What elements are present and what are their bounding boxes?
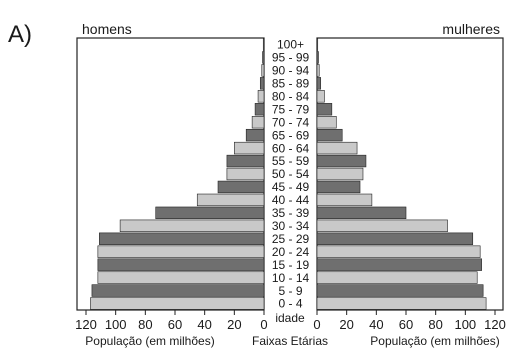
age-group-label: 35 - 39 [272,206,310,220]
age-group-label: 85 - 89 [272,77,310,91]
bar-women-35-39 [316,206,407,220]
x-tick-label-right: 80 [428,317,442,332]
bar-men-15-19 [97,258,265,271]
x-axis-label-right: População (em milhões) [370,334,499,348]
x-tick-label-right: 40 [369,317,383,332]
bar-women-50-54 [316,167,364,181]
age-group-label: 10 - 14 [272,271,310,285]
bar-women-70-74 [316,116,337,129]
bar-women-75-79 [316,103,333,116]
age-group-label: 45 - 49 [272,180,310,194]
bar-men-55-59 [226,154,265,168]
age-group-label: 30 - 34 [272,219,310,233]
age-group-label: 75 - 79 [272,102,310,116]
bar-women-95-99 [316,51,319,64]
bar-women-40-44 [316,193,373,207]
age-group-label: 0 - 4 [278,297,302,311]
bar-men-10-14 [97,271,265,284]
age-group-label: 100+ [277,38,304,52]
x-axis-label-left: População (em milhões) [85,334,214,348]
bar-men-80-84 [257,90,265,103]
x-ticks-left: 120 100 80 60 40 20 0 [75,310,268,332]
x-tick-label-right: 0 [313,317,320,332]
x-tick-label-left: 40 [197,317,211,332]
bar-men-0-4 [90,297,265,310]
bar-women-85-89 [316,77,322,90]
bar-men-20-24 [97,245,265,258]
bar-women-10-14 [316,271,478,284]
bar-women-0-4 [316,297,487,310]
age-group-label: 5 - 9 [278,284,302,298]
right-title: mulheres [442,21,500,37]
bar-women-90-94 [316,64,320,77]
bar-women-60-64 [316,141,358,155]
x-ticks-right: 0 20 40 60 80 100 120 [313,310,506,332]
bar-men-5-9 [91,284,265,297]
bar-women-20-24 [316,245,481,258]
figure-label: A) [8,21,32,48]
bars-men [90,38,265,310]
bar-men-25-29 [99,232,265,245]
age-group-label: 40 - 44 [272,193,310,207]
x-tick-label-left: 60 [168,317,182,332]
bar-women-45-49 [316,180,361,194]
bar-men-50-54 [226,167,265,181]
bars-women [316,38,487,310]
x-tick-label-right: 100 [454,317,476,332]
age-group-label: 20 - 24 [272,245,310,259]
bar-men-85-89 [259,77,265,90]
center-label: Faixas Etárias [252,334,328,348]
x-tick-label-right: 60 [399,317,413,332]
bar-women-30-34 [316,219,448,232]
bar-men-95-99 [262,51,265,64]
x-tick-label-left: 0 [260,317,267,332]
age-group-label: 80 - 84 [272,89,310,103]
age-group-label: 55 - 59 [272,154,310,168]
x-tick-label-left: 20 [227,317,241,332]
bar-men-70-74 [251,116,265,129]
age-group-label: 25 - 29 [272,232,310,246]
x-tick-label-left: 80 [138,317,152,332]
bar-women-15-19 [316,258,482,271]
x-tick-label-right: 120 [484,317,506,332]
x-tick-label-left: 120 [75,317,97,332]
bar-men-40-44 [196,193,265,207]
age-group-label: 65 - 69 [272,128,310,142]
bar-men-100plus [262,38,265,51]
bar-women-100plus [316,38,319,51]
bar-men-30-34 [119,219,265,232]
age-group-label: 70 - 74 [272,115,310,129]
center-axis-word: idade [275,311,305,325]
bar-men-90-94 [261,64,265,77]
age-group-label: 50 - 54 [272,167,310,181]
bar-men-45-49 [217,180,265,194]
age-group-label: 95 - 99 [272,51,310,65]
bar-women-65-69 [316,128,343,142]
age-group-label: 90 - 94 [272,64,310,78]
bar-men-60-64 [234,141,265,155]
bar-women-80-84 [316,90,325,103]
age-group-label: 15 - 19 [272,258,310,272]
bar-men-75-79 [254,103,265,116]
bar-women-5-9 [316,284,484,297]
x-tick-label-left: 100 [105,317,127,332]
left-title: homens [82,21,132,37]
bar-men-65-69 [245,128,265,142]
bar-women-55-59 [316,154,367,168]
bar-men-35-39 [155,206,265,220]
bar-women-25-29 [316,232,474,245]
age-group-label: 60 - 64 [272,141,310,155]
x-tick-label-right: 20 [339,317,353,332]
